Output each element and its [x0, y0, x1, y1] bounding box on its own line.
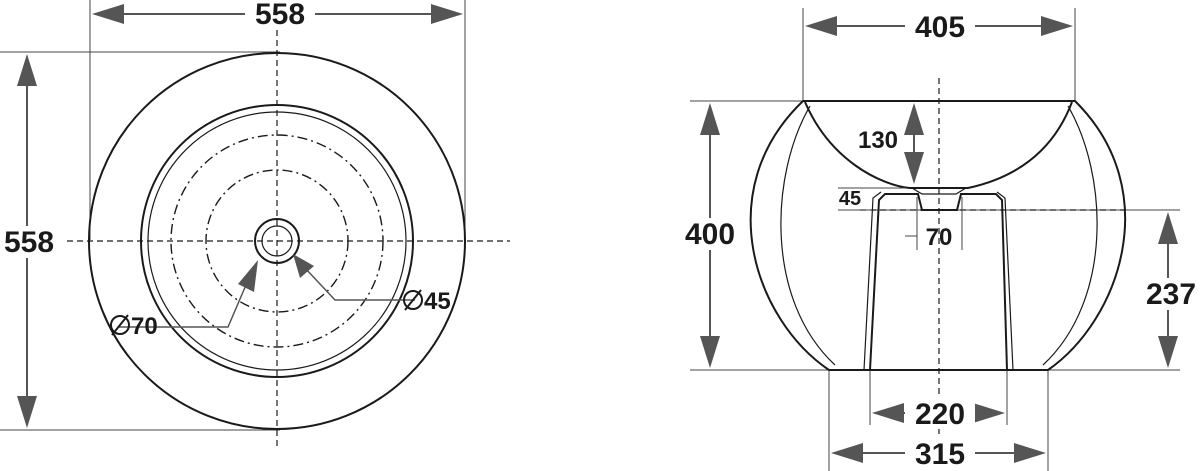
arrowhead: [17, 54, 37, 86]
basin-body-outline: [749, 100, 1126, 371]
arrowhead: [293, 254, 314, 278]
label-mask: [905, 437, 975, 471]
bowl-depth-label: 130: [858, 127, 898, 154]
arrowhead: [1158, 336, 1178, 368]
side-drain-width-label: 70: [926, 224, 953, 251]
body-inner-right: [1042, 105, 1098, 366]
label-mask: [905, 10, 975, 42]
pedestal-inner-right: [996, 191, 1014, 371]
arrowhead: [431, 4, 463, 24]
label-mask: [0, 226, 60, 258]
drain-offset-label: 45: [839, 188, 861, 210]
side-view: 405 400 130 45 70 237 220: [678, 8, 1200, 471]
top-view: 558 558 70 45: [0, 0, 510, 450]
top-height-label: 558: [4, 226, 54, 259]
arrowhead: [1158, 212, 1178, 244]
diameter-symbol: [110, 314, 130, 336]
arrowhead: [973, 403, 1005, 423]
top-width-label: 558: [255, 0, 305, 31]
arrowhead: [1041, 16, 1073, 36]
label-mask: [905, 397, 975, 429]
arrowhead: [1014, 443, 1046, 463]
diameter-symbol: [403, 289, 423, 311]
overflow-leader-line: [304, 267, 415, 301]
side-height-label: 400: [685, 218, 735, 251]
drain-leader-line: [118, 284, 247, 328]
label-mask: [1142, 278, 1200, 310]
arrowhead: [92, 4, 124, 24]
drain-diameter-label: 70: [131, 313, 158, 340]
label-mask: [245, 0, 315, 30]
arrowhead: [700, 336, 720, 368]
arrowhead: [238, 260, 258, 292]
pedestal-height-label: 237: [1146, 278, 1196, 311]
base-width-label: 315: [915, 438, 965, 471]
pedestal-inner-left: [863, 191, 882, 371]
body-inner-left: [780, 105, 836, 366]
arrowhead: [904, 103, 924, 135]
bowl-profile: [804, 101, 1073, 189]
arrowhead: [805, 16, 837, 36]
overflow-diameter-label: 45: [424, 288, 451, 315]
side-top-width-label: 405: [915, 11, 965, 44]
arrowhead: [17, 396, 37, 428]
arrowhead: [904, 152, 924, 184]
arrowhead: [700, 103, 720, 135]
arrowhead: [831, 443, 863, 463]
label-mask: [678, 218, 742, 250]
arrowhead: [872, 403, 904, 423]
pedestal-top-label: 220: [915, 398, 965, 431]
